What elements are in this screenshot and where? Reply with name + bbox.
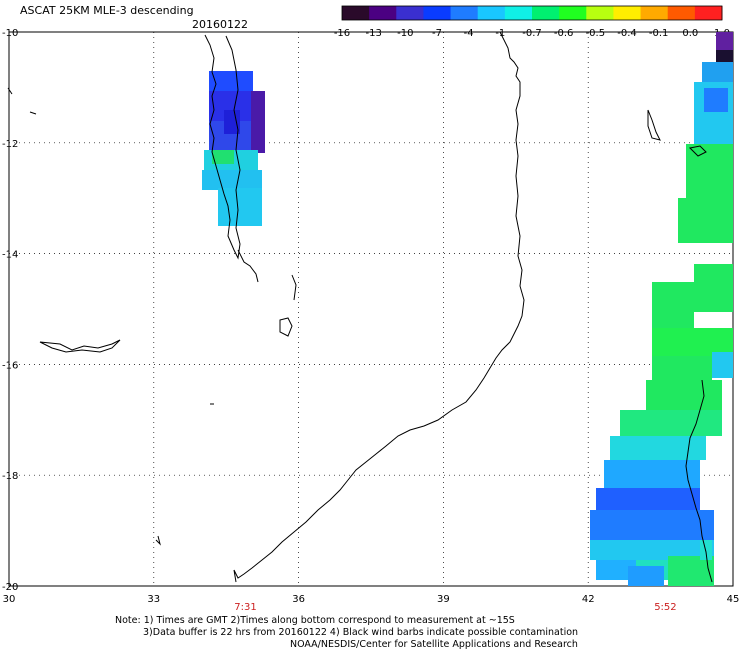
colorbar-cell <box>694 6 723 20</box>
latitude-labels: -10 -12 -14 -16 -18 -20 <box>2 28 18 593</box>
latitude-label: -16 <box>2 360 18 371</box>
colorbar-cell <box>532 6 560 20</box>
colorbar-cell <box>423 6 452 20</box>
colorbar-cell <box>559 6 587 20</box>
time-labels: 7:31 5:52 <box>234 602 676 613</box>
colorbar-tick-label: -10 <box>397 28 413 39</box>
pass-time-label: 7:31 <box>234 602 256 613</box>
pass-time-label: 5:52 <box>654 602 676 613</box>
graticule <box>9 32 733 586</box>
longitude-label: 30 <box>3 594 16 605</box>
wind-swath-west <box>202 71 265 226</box>
colorbar-tick-label: -0.6 <box>554 28 574 39</box>
colorbar-cells <box>341 5 723 21</box>
longitude-label: 42 <box>582 594 595 605</box>
colorbar-tick-label: -0.5 <box>586 28 606 39</box>
colorbar-cell <box>477 6 506 20</box>
colorbar-tick-label: -13 <box>365 28 381 39</box>
colorbar-tick-label: -4 <box>464 28 474 39</box>
map-title: ASCAT 25KM MLE-3 descending <box>20 4 194 17</box>
colorbar-cell <box>586 6 614 20</box>
colorbar-tick-label: -0.4 <box>617 28 637 39</box>
map-date: 20160122 <box>192 18 248 31</box>
longitude-label: 36 <box>292 594 305 605</box>
colorbar-tick-label: -0.7 <box>522 28 542 39</box>
note-line-1: Note: 1) Times are GMT 2)Times along bot… <box>115 615 515 626</box>
longitude-label: 39 <box>437 594 450 605</box>
colorbar-cell <box>396 6 424 20</box>
longitude-labels: 30 33 36 39 42 45 <box>3 594 740 605</box>
colorbar-tick-label: -16 <box>334 28 350 39</box>
colorbar-cell <box>369 6 397 20</box>
colorbar-cell <box>450 6 479 20</box>
latitude-label: -14 <box>2 250 18 261</box>
longitude-label: 45 <box>727 594 740 605</box>
colorbar-tick-label: -7 <box>432 28 442 39</box>
map-plot: 30 33 36 39 42 45 -10 -12 -14 -16 -18 -20 7:31 5:52 <box>2 28 740 613</box>
latitude-label: -18 <box>2 471 18 482</box>
colorbar-cell <box>342 6 370 20</box>
note-line-3: NOAA/NESDIS/Center for Satellite Applica… <box>290 639 578 650</box>
colorbar-cell <box>613 6 642 20</box>
note-line-2: 3)Data buffer is 22 hrs from 20160122 4)… <box>143 627 579 638</box>
colorbar-tick-label: 0.0 <box>682 28 698 39</box>
coastline <box>7 31 713 583</box>
colorbar-tick-label: -0.1 <box>649 28 669 39</box>
wind-swath-east <box>590 32 733 586</box>
latitude-label: -12 <box>2 139 18 150</box>
colorbar-cell <box>504 6 533 20</box>
longitude-label: 33 <box>147 594 160 605</box>
latitude-label: -10 <box>2 28 18 39</box>
latitude-label: -20 <box>2 582 18 593</box>
colorbar-cell <box>640 6 669 20</box>
colorbar-cell <box>667 6 696 20</box>
